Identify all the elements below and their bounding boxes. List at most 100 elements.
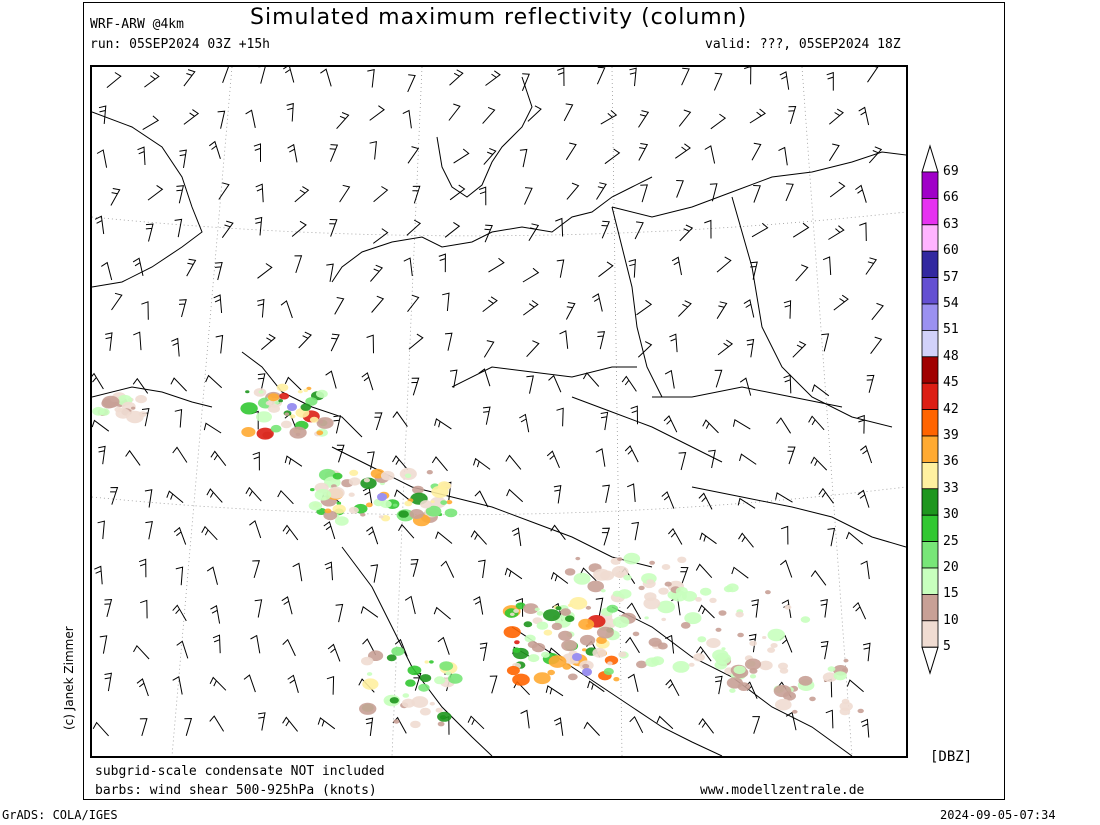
wind-barb	[665, 679, 680, 697]
echo-cell	[615, 571, 625, 579]
colorbar-label: 63	[943, 216, 959, 232]
echo-cell	[567, 603, 573, 607]
colorbar-label: 20	[943, 560, 959, 575]
wind-barb	[183, 109, 200, 125]
echo-cell	[332, 504, 346, 514]
wind-barb	[209, 715, 225, 732]
echo-cell	[726, 677, 744, 689]
echo-cell	[391, 646, 405, 656]
colorbar-label: 5	[943, 639, 951, 655]
echo-cell	[407, 665, 422, 676]
wind-barb	[183, 69, 196, 87]
wind-barb	[333, 415, 342, 434]
wind-barb	[555, 217, 564, 237]
wind-barb	[210, 450, 227, 467]
footer-grads: GrADS: COLA/IGES	[2, 808, 118, 822]
wind-barb	[367, 68, 375, 88]
wind-barb	[373, 186, 389, 203]
echo-cell	[617, 589, 632, 599]
wind-barb	[478, 559, 486, 579]
wind-barb	[478, 368, 491, 387]
echo-cell	[348, 492, 355, 497]
echo-cell	[267, 393, 280, 402]
echo-cell	[308, 501, 323, 511]
wind-barb	[676, 180, 684, 198]
wind-barb	[132, 377, 149, 394]
echo-cell	[131, 406, 136, 410]
echo-cell	[334, 516, 349, 526]
echo-cell	[579, 634, 596, 646]
colorbar-label: 42	[943, 401, 959, 417]
wind-barb	[325, 370, 337, 389]
echo-cell	[765, 590, 771, 595]
border-de-cz	[451, 366, 637, 388]
footer-note-condensate: subgrid-scale condensate NOT included	[95, 764, 385, 779]
wind-barb	[717, 339, 734, 356]
wind-barb	[732, 419, 751, 430]
wind-barb	[209, 140, 221, 159]
wind-barb	[629, 67, 637, 87]
wind-barb	[556, 259, 565, 278]
echo-cell	[380, 500, 392, 509]
colorbar-swatch	[921, 382, 939, 410]
border-alps	[331, 446, 653, 568]
wind-barb	[258, 712, 266, 731]
wind-barb	[245, 109, 256, 129]
echo-cell	[744, 658, 762, 670]
wind-barb	[678, 452, 687, 471]
echo-cell	[411, 696, 429, 708]
wind-barb	[133, 331, 142, 351]
wind-barb	[521, 73, 530, 91]
echo-cell	[424, 660, 429, 664]
echo-cell	[135, 395, 147, 404]
wind-barb	[374, 412, 383, 431]
echo-core	[582, 668, 592, 676]
echo-cell	[555, 606, 562, 611]
echo-cell	[800, 616, 811, 623]
wind-barb	[845, 531, 864, 545]
wind-barb	[171, 337, 180, 357]
wind-barb	[557, 67, 565, 87]
wind-barb	[434, 418, 452, 430]
wind-barb	[370, 264, 384, 282]
wind-barb	[411, 377, 420, 396]
echo-cell	[240, 402, 258, 415]
echo-cell	[658, 587, 669, 595]
wind-barb	[402, 109, 412, 129]
echo-cell	[241, 427, 256, 437]
echo-cell	[684, 612, 702, 625]
wind-barb	[860, 560, 870, 580]
wind-barb	[636, 299, 653, 316]
wind-barb	[145, 521, 153, 540]
wind-barb	[663, 415, 678, 433]
echo-cell	[405, 679, 416, 687]
echo-cell	[444, 508, 458, 518]
echo-cell	[392, 503, 398, 507]
echo-cell	[332, 472, 343, 480]
echo-cell	[256, 427, 274, 440]
echo-cell	[348, 477, 361, 486]
border-slovakia	[652, 386, 843, 408]
wind-barb	[810, 570, 827, 586]
reflectivity-echoes	[92, 383, 864, 729]
echo-cell	[843, 658, 849, 663]
colorbar-label: 25	[943, 533, 959, 549]
wind-barb	[215, 334, 224, 354]
echo-cell	[523, 621, 533, 628]
wind-barb	[142, 115, 160, 131]
echo-cell	[349, 469, 359, 476]
footer-website: www.modellzentrale.de	[700, 783, 865, 798]
wind-barb	[284, 376, 302, 391]
wind-barb	[329, 144, 339, 162]
wind-barb	[252, 451, 260, 471]
wind-barb	[522, 267, 540, 283]
wind-barb	[94, 215, 105, 235]
echo-cell	[410, 720, 421, 729]
wind-barb	[433, 606, 451, 620]
wind-barb	[362, 638, 377, 656]
wind-barb	[212, 634, 221, 654]
wind-barb	[792, 341, 807, 358]
echo-cell	[324, 508, 332, 514]
wind-barb	[827, 527, 836, 547]
wind-barb	[621, 375, 637, 392]
